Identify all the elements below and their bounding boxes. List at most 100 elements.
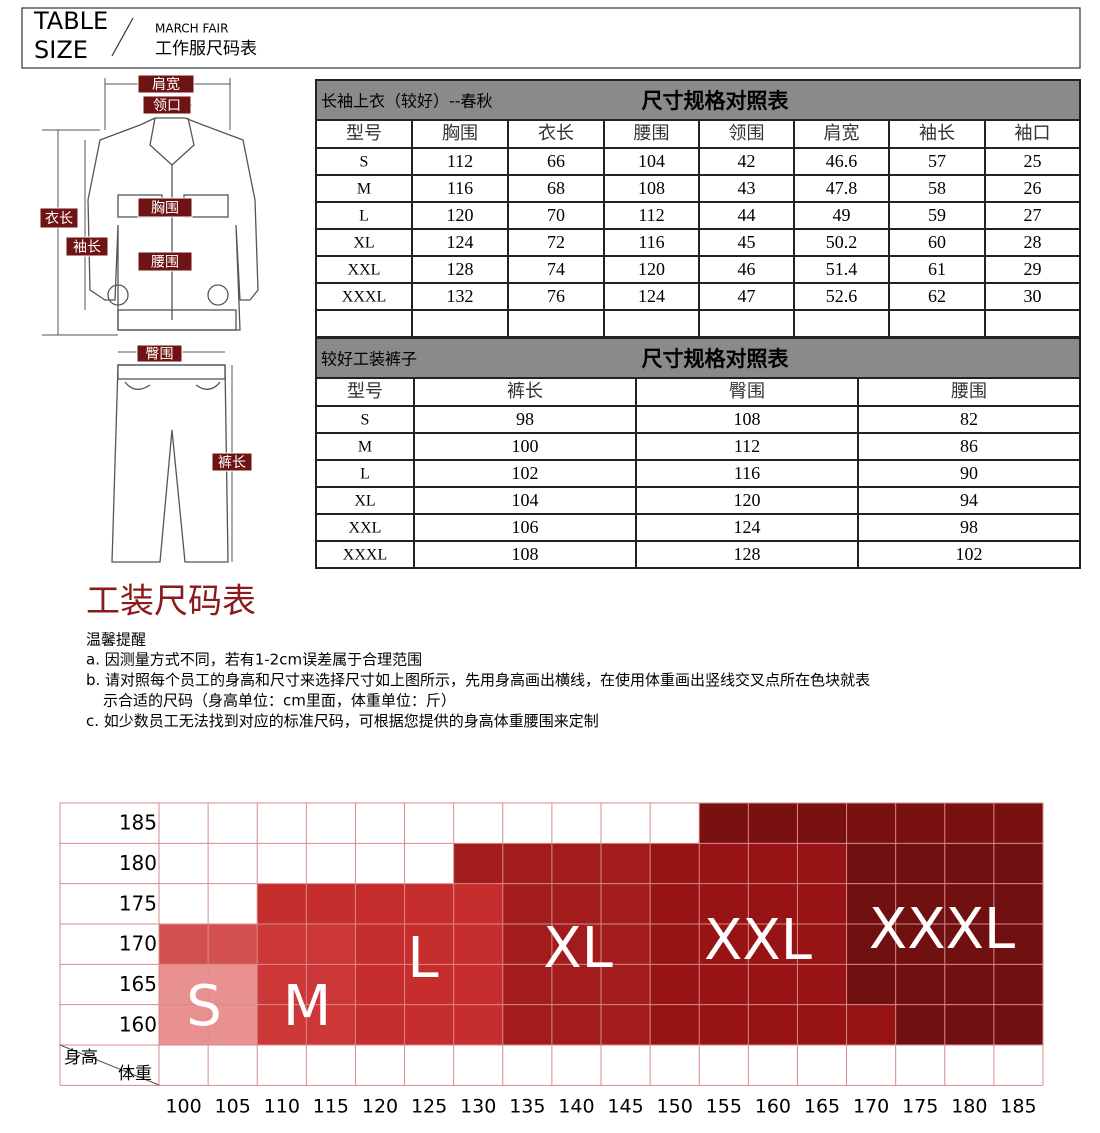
table-cell: 102 <box>956 544 983 564</box>
table-cell: 76 <box>547 286 565 306</box>
size-cell <box>453 843 503 884</box>
size-cell <box>748 803 798 844</box>
size-cell <box>650 1004 700 1045</box>
size-cell <box>895 843 945 884</box>
size-cell <box>551 883 601 924</box>
pants-drawing <box>111 364 229 563</box>
notes-title: 工装尺码表 <box>86 582 256 622</box>
column-header: 衣长 <box>538 123 574 143</box>
table-cell: 62 <box>928 286 946 306</box>
size-cell <box>502 924 552 965</box>
size-cell <box>257 924 307 965</box>
size-cell <box>846 883 896 924</box>
weight-label: 140 <box>558 1096 594 1118</box>
measure-lines <box>42 78 233 562</box>
table-cell: XL <box>353 235 374 252</box>
column-header: 肩宽 <box>824 123 860 143</box>
column-header: 裤长 <box>507 381 543 401</box>
header-slash <box>111 17 134 57</box>
table-cell: 47.8 <box>826 178 858 198</box>
size-cell <box>601 964 651 1005</box>
label-box <box>39 207 79 229</box>
size-cell <box>650 924 700 965</box>
size-cell <box>601 924 651 965</box>
table-cell: 90 <box>960 463 978 483</box>
weight-label: 125 <box>411 1096 447 1118</box>
size-cell <box>306 883 356 924</box>
label-box <box>137 197 193 218</box>
table-cell: 108 <box>512 544 539 564</box>
table-cell: 72 <box>547 232 565 252</box>
row-header: 身高 <box>64 1048 98 1068</box>
table-cell: 86 <box>960 436 978 456</box>
size-cell <box>404 883 454 924</box>
label-box <box>137 74 195 94</box>
weight-label: 160 <box>755 1096 791 1118</box>
diagram-label: 臀围 <box>146 347 174 363</box>
weight-label: 170 <box>853 1096 889 1118</box>
table-cell: 58 <box>928 178 946 198</box>
size-cell <box>502 843 552 884</box>
table-cell: 52.6 <box>826 286 858 306</box>
size-cell <box>895 883 945 924</box>
size-cell <box>257 883 307 924</box>
size-cell <box>453 1004 503 1045</box>
size-label: XL <box>543 916 613 981</box>
size-cell <box>404 964 454 1005</box>
table-cell: 98 <box>960 517 978 537</box>
column-header: 型号 <box>347 381 383 401</box>
size-cell <box>993 1004 1043 1045</box>
weight-label: 145 <box>607 1096 643 1118</box>
column-header: 腰围 <box>634 123 670 143</box>
table-cell: 112 <box>638 205 664 225</box>
table-cell: 43 <box>738 178 756 198</box>
height-label: 185 <box>119 811 157 835</box>
size-cell <box>601 1004 651 1045</box>
table-cell: L <box>359 208 369 225</box>
size-cell <box>306 1004 356 1045</box>
label-box <box>65 236 109 257</box>
table-cell: 26 <box>1024 178 1042 198</box>
notes: a. 因测量方式不同，若有1-2cm误差属于合理范围 b. 请对照每个员工的身高和… <box>86 651 870 731</box>
table-cell: 132 <box>447 286 474 306</box>
size-cell <box>551 843 601 884</box>
table-cell: 116 <box>638 232 664 252</box>
size-label: S <box>186 974 222 1039</box>
jacket-drawing <box>87 117 259 331</box>
column-header: 袖口 <box>1015 123 1051 143</box>
column-header: 型号 <box>346 123 382 143</box>
weight-label: 100 <box>165 1096 201 1118</box>
size-cell <box>797 883 847 924</box>
diagram-label: 肩宽 <box>152 76 180 93</box>
table-cell: 25 <box>1024 151 1042 171</box>
size-cell <box>748 883 798 924</box>
size-cell <box>355 964 405 1005</box>
column-header: 袖长 <box>919 123 955 143</box>
table-cell: 124 <box>734 517 761 537</box>
header-subtitle: 工作服尺码表 <box>155 39 257 59</box>
size-cell <box>650 964 700 1005</box>
size-cell <box>748 1004 798 1045</box>
table-cell: 116 <box>447 178 473 198</box>
table-cell: 94 <box>960 490 978 510</box>
note-item: 示合适的尺码（身高单位：cm里面，体重单位：斤） <box>103 692 456 710</box>
size-cell <box>993 843 1043 884</box>
table-cell: 66 <box>547 151 565 171</box>
column-header: 领围 <box>729 123 765 143</box>
size-cell <box>846 964 896 1005</box>
size-cell <box>502 1004 552 1045</box>
diagram-label: 衣长 <box>45 211 73 227</box>
table-cell: 102 <box>512 463 539 483</box>
size-cell <box>355 924 405 965</box>
height-label: 175 <box>119 891 157 915</box>
table-cell: 49 <box>833 205 851 225</box>
size-cell <box>502 964 552 1005</box>
label-box <box>136 344 183 363</box>
size-cell <box>846 803 896 844</box>
table-cell: 27 <box>1024 205 1042 225</box>
table-cell: 30 <box>1024 286 1042 306</box>
size-cell <box>699 803 749 844</box>
column-header: 臀围 <box>729 381 765 401</box>
diagram-label: 袖长 <box>73 240 101 256</box>
table-cell: M <box>357 181 371 198</box>
